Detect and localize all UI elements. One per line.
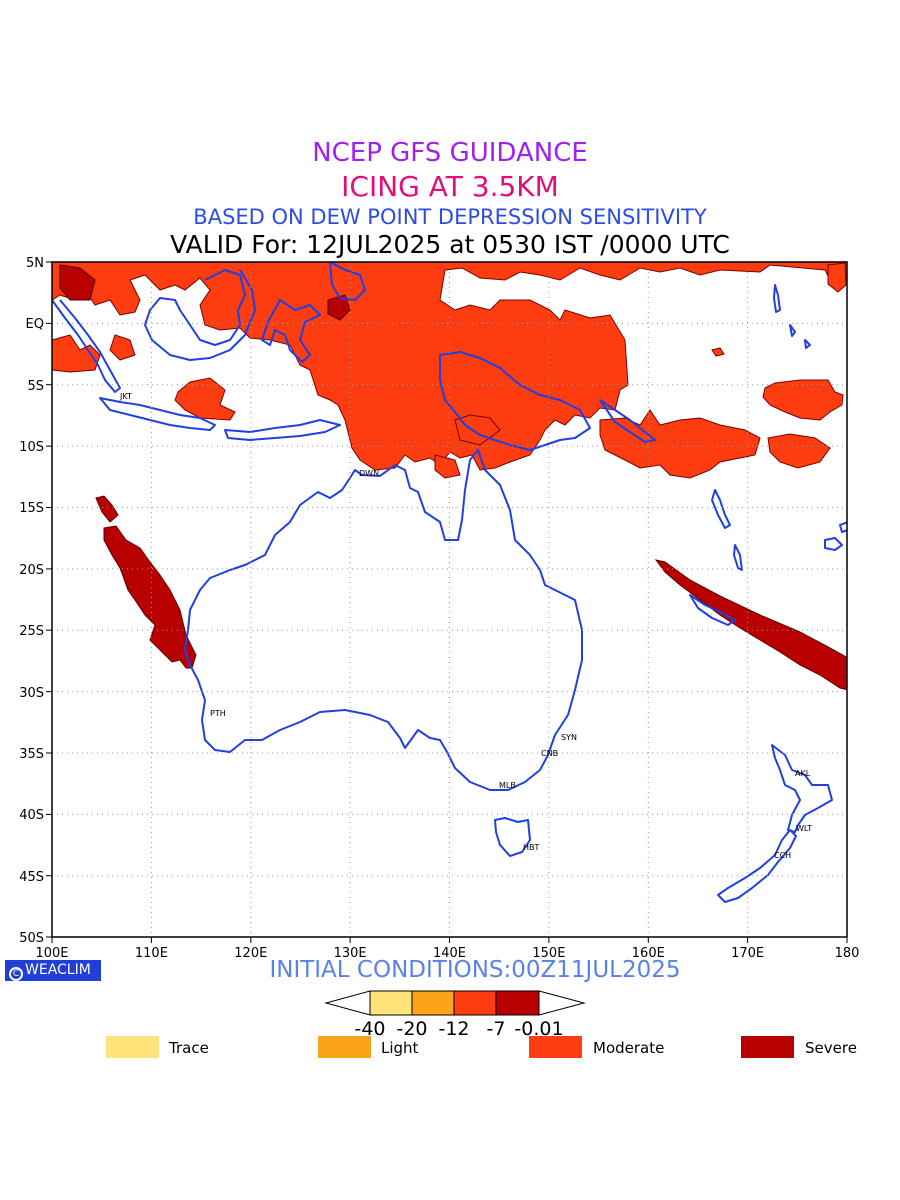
legend-label: Light bbox=[381, 1039, 419, 1057]
mindanao-coast bbox=[329, 262, 366, 301]
title-line-2: ICING AT 3.5KM bbox=[341, 170, 559, 203]
sulawesi-coast bbox=[261, 299, 321, 363]
y-tick-label: 5N bbox=[26, 256, 44, 271]
colorbar-tick: -7 bbox=[487, 1018, 506, 1040]
fiji-coast bbox=[824, 521, 847, 551]
x-axis-labels: 100E 110E 120E 130E 140E 150E 160E 170E … bbox=[35, 946, 859, 961]
x-tick-label: 130E bbox=[334, 946, 367, 961]
new-guinea-coast bbox=[439, 351, 591, 451]
valid-time-title: VALID For: 12JUL2025 at 0530 IST /0000 U… bbox=[170, 230, 730, 259]
x-tick-label: 160E bbox=[632, 946, 665, 961]
timor-coast bbox=[224, 419, 341, 441]
x-tick-label: 120E bbox=[234, 946, 267, 961]
logo-text: WEACLIM bbox=[25, 962, 91, 978]
colorbar-tick: -20 bbox=[396, 1018, 427, 1040]
y-tick-label: 45S bbox=[19, 870, 44, 885]
legend-label: Severe bbox=[805, 1039, 857, 1057]
legend-label: Trace bbox=[169, 1039, 209, 1057]
y-tick-label: 20S bbox=[19, 563, 44, 578]
y-axis-labels: 5N EQ 5S 10S 15S 20S 25S 30S 35S 40S 45S… bbox=[19, 256, 44, 946]
y-tick-label: 50S bbox=[19, 931, 44, 946]
vanuatu-coast bbox=[711, 489, 731, 529]
legend-swatch bbox=[741, 1036, 794, 1058]
nz-south-coast bbox=[717, 829, 797, 903]
x-tick-label: 180 bbox=[835, 946, 860, 961]
city-label: AKL bbox=[795, 769, 811, 778]
tasmania-coast bbox=[494, 817, 531, 857]
title-line-1: NCEP GFS GUIDANCE bbox=[312, 138, 588, 168]
y-tick-label: 40S bbox=[19, 808, 44, 823]
legend-label: Moderate bbox=[593, 1039, 665, 1057]
x-tick-label: 100E bbox=[35, 946, 68, 961]
y-tick-label: EQ bbox=[26, 317, 44, 332]
legend-swatch bbox=[529, 1036, 582, 1058]
city-label: JKT bbox=[119, 392, 132, 401]
x-tick-label: 110E bbox=[135, 946, 168, 961]
y-tick-label: 10S bbox=[19, 440, 44, 455]
colorbar-tick: -12 bbox=[438, 1018, 469, 1040]
copyright-icon: C bbox=[9, 967, 23, 981]
city-labels: JKT DWN PTH SYN CNB MLB HBT AKL WLT CCH bbox=[119, 392, 812, 860]
city-label: PTH bbox=[210, 709, 226, 718]
initial-conditions-label: INITIAL CONDITIONS:00Z11JUL2025 bbox=[269, 957, 681, 983]
city-label: WLT bbox=[796, 824, 812, 833]
x-tick-label: 140E bbox=[433, 946, 466, 961]
weaclim-logo: C WEACLIM bbox=[5, 960, 101, 981]
java-coast bbox=[99, 397, 216, 431]
city-label: MLB bbox=[499, 781, 516, 790]
city-label: SYN bbox=[561, 733, 577, 742]
title-line-3: BASED ON DEW POINT DEPRESSION SENSITIVIT… bbox=[193, 205, 707, 229]
y-tick-label: 25S bbox=[19, 624, 44, 639]
borneo-coast bbox=[144, 269, 256, 361]
solomon-coast bbox=[599, 399, 656, 443]
y-tick-label: 5S bbox=[27, 379, 44, 394]
severe-icing-regions bbox=[59, 264, 847, 691]
city-label: HBT bbox=[523, 843, 540, 852]
moderate-icing-regions bbox=[52, 262, 847, 479]
sumatra-coast bbox=[52, 299, 121, 393]
legend-swatch bbox=[106, 1036, 159, 1058]
icing-map: JKT DWN PTH SYN CNB MLB HBT AKL WLT CCH bbox=[19, 256, 859, 961]
city-label: CNB bbox=[541, 749, 558, 758]
city-label: DWN bbox=[359, 469, 379, 478]
y-tick-label: 30S bbox=[19, 686, 44, 701]
nz-north-coast bbox=[771, 744, 833, 833]
australia-coast bbox=[184, 449, 583, 791]
x-tick-label: 170E bbox=[731, 946, 764, 961]
y-tick-label: 15S bbox=[19, 501, 44, 516]
y-tick-label: 35S bbox=[19, 747, 44, 762]
x-tick-label: 150E bbox=[532, 946, 565, 961]
tick-marks bbox=[46, 261, 848, 943]
legend-swatch bbox=[318, 1036, 371, 1058]
new-caledonia-coast bbox=[689, 594, 736, 626]
city-label: CCH bbox=[774, 851, 791, 860]
coastlines bbox=[52, 262, 847, 903]
